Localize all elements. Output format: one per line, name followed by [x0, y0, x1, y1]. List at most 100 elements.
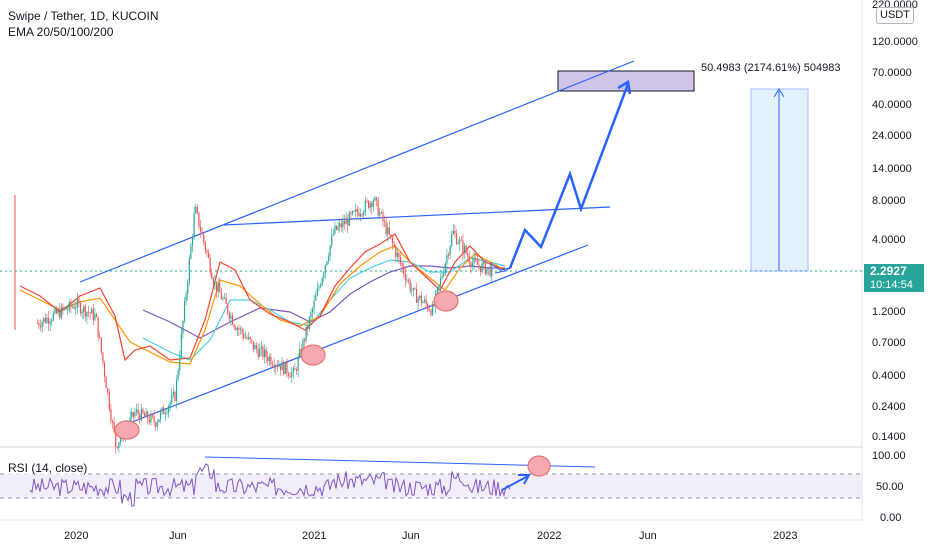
measure-label: 50.4983 (2174.61%) 504983 — [697, 59, 845, 77]
candle-body — [324, 264, 326, 274]
candle-body — [406, 279, 408, 281]
time-tick: 2022 — [537, 530, 561, 542]
candle-body — [302, 339, 304, 354]
candle-body — [259, 348, 261, 357]
time-axis[interactable]: 2020 Jun 2021 Jun 2022 Jun 2023 — [64, 530, 797, 542]
price-tick: 8.0000 — [872, 195, 906, 207]
candle-body — [159, 411, 162, 420]
rsi-circle[interactable] — [527, 455, 551, 477]
time-tick: 2020 — [64, 530, 88, 542]
candle-body — [241, 328, 243, 334]
candle-body — [238, 327, 240, 330]
candle-body — [404, 273, 406, 281]
candle-body — [275, 365, 277, 368]
candle-body — [155, 422, 157, 427]
candle-body — [287, 373, 290, 376]
candle-body — [276, 365, 278, 367]
candle-body — [239, 328, 242, 330]
candle-body — [427, 303, 429, 310]
candle-body — [43, 317, 45, 322]
candle-body — [475, 258, 477, 261]
rsi-legend[interactable]: RSI (14, close) — [8, 461, 88, 475]
candle-body — [111, 421, 114, 422]
candle-body — [407, 279, 410, 281]
candle-body — [295, 369, 298, 372]
projection-path[interactable] — [508, 83, 630, 269]
channel-lower-line[interactable] — [126, 244, 589, 425]
candle-body — [356, 209, 358, 213]
candle-body — [47, 317, 50, 324]
candle-body — [447, 254, 450, 256]
candle-body — [164, 413, 166, 415]
candle-body — [380, 212, 382, 213]
candle-body — [134, 412, 136, 417]
candle-body — [286, 362, 288, 374]
symbol-title[interactable]: Swipe / Tether, 1D, KUCOIN — [8, 9, 159, 23]
candle-body — [235, 327, 237, 331]
candle-body — [115, 432, 117, 447]
candle-body — [92, 309, 94, 320]
candle-body — [52, 313, 54, 321]
candle-body — [113, 421, 115, 433]
candle-body — [465, 246, 467, 254]
candle-body — [151, 414, 154, 417]
candle-body — [191, 236, 194, 246]
channel-upper-line[interactable] — [79, 60, 635, 283]
candle-body — [361, 214, 363, 216]
candle-body — [247, 336, 250, 339]
candle-body — [486, 268, 488, 274]
candle-body — [212, 278, 214, 284]
candle-body — [425, 299, 427, 304]
candle-body — [185, 294, 187, 302]
candle-body — [100, 337, 102, 353]
candle-body — [86, 311, 88, 317]
candle-body — [140, 408, 142, 421]
candle-body — [459, 239, 461, 244]
candle-body — [449, 245, 451, 256]
candle-body — [318, 286, 320, 289]
resistance-line[interactable] — [223, 206, 611, 226]
candle-body — [228, 312, 230, 319]
candle-body — [433, 304, 435, 307]
candle-body — [145, 411, 147, 417]
candle-body — [182, 320, 184, 334]
rsi-band — [0, 474, 862, 498]
candle-body — [396, 252, 398, 257]
candle-body — [289, 375, 291, 378]
rsi-tick: 100.00 — [872, 450, 906, 462]
candle-body — [350, 212, 352, 214]
price-tick: 40.0000 — [872, 99, 912, 111]
currency-button[interactable]: USDT — [876, 7, 914, 24]
candle-body — [91, 309, 93, 314]
low-circle-2[interactable] — [300, 344, 326, 366]
low-circle-3[interactable] — [433, 290, 459, 312]
indicator-legend[interactable]: EMA 20/50/100/200 — [8, 25, 114, 39]
candle-body — [401, 263, 403, 267]
candle-body — [158, 419, 160, 423]
candle-body — [423, 299, 426, 302]
rsi-line-group — [29, 463, 511, 507]
candle-body — [83, 306, 85, 312]
candle-body — [454, 230, 456, 234]
candle-body — [457, 243, 459, 245]
time-tick: Jun — [639, 530, 657, 542]
candle-body — [487, 266, 490, 269]
candle-body — [395, 247, 397, 257]
candle-body — [326, 261, 328, 265]
candle-body — [419, 295, 421, 299]
candle-body — [329, 245, 331, 257]
price-axis[interactable]: 220.0000 120.0000 70.0000 40.0000 24.000… — [872, 0, 918, 524]
candle-body — [470, 262, 472, 267]
candle-body — [227, 304, 229, 313]
time-tick: Jun — [169, 530, 187, 542]
candle-body — [107, 388, 109, 393]
candle-body — [483, 261, 485, 264]
candle-body — [163, 407, 165, 415]
candle-body — [222, 298, 224, 300]
low-circle-1[interactable] — [114, 420, 140, 440]
candle-body — [358, 212, 360, 217]
rsi-arrow[interactable] — [501, 475, 529, 491]
candle-body — [255, 345, 258, 350]
candle-body — [393, 243, 395, 248]
